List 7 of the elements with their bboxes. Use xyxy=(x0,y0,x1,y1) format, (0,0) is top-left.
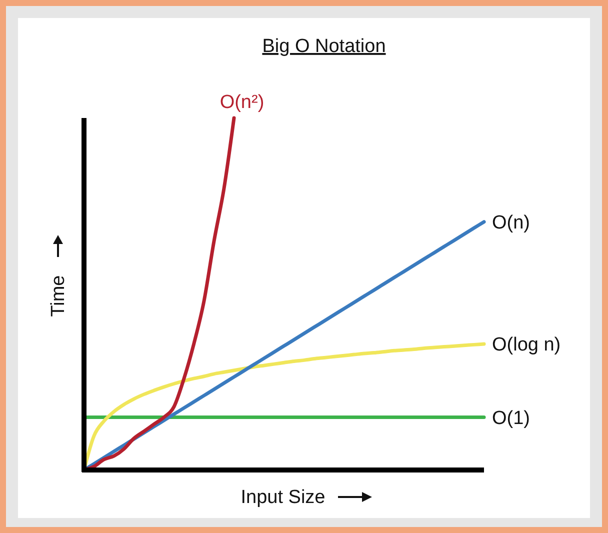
x-axis-title: Input Size xyxy=(240,487,326,508)
series-label: O(n²) xyxy=(220,92,264,113)
series-label: O(n) xyxy=(492,212,530,234)
y-axis-title: Time xyxy=(48,275,69,317)
series-label: O(log n) xyxy=(492,334,561,356)
series-label: O(1) xyxy=(492,408,530,429)
chart-title: Big O Notation xyxy=(262,36,386,57)
